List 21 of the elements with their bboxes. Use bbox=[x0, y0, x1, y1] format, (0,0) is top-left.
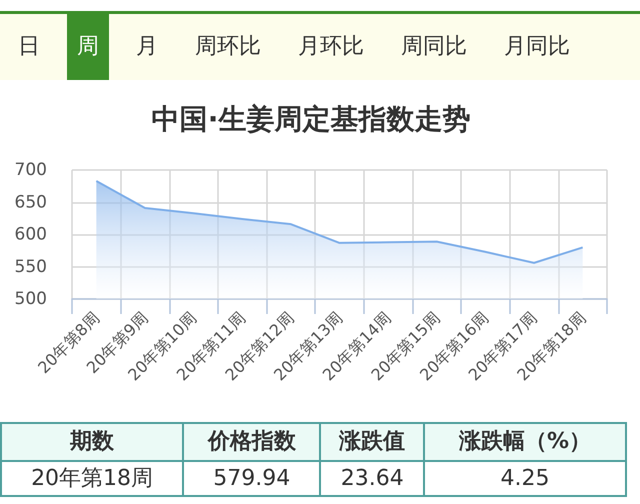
chart-title: 中国·生姜周定基指数走势 bbox=[152, 102, 470, 136]
text: 579.94 bbox=[213, 466, 290, 492]
category-label: 期数 bbox=[70, 429, 114, 455]
category-label: 月 bbox=[136, 34, 158, 60]
y-tick-label: 500 bbox=[14, 289, 47, 309]
category-label: 周 bbox=[77, 34, 99, 60]
category-label: 涨跌值 bbox=[339, 429, 406, 455]
category-label: 周环比 bbox=[195, 34, 261, 60]
y-tick-label: 600 bbox=[14, 224, 47, 244]
category-label: 月同比 bbox=[504, 34, 570, 60]
category-label: 涨跌幅（%） bbox=[458, 429, 591, 455]
category-label: 周同比 bbox=[401, 34, 467, 60]
category-label: 价格指数 bbox=[208, 429, 296, 455]
text: 23.64 bbox=[340, 466, 404, 492]
y-tick-label: 700 bbox=[14, 160, 47, 180]
category-label: 月环比 bbox=[298, 34, 364, 60]
text: 20年第18周 bbox=[31, 466, 154, 492]
y-tick-label: 550 bbox=[14, 256, 47, 277]
y-tick-label: 650 bbox=[14, 192, 47, 212]
text: 4.25 bbox=[500, 466, 550, 492]
category-label: 日 bbox=[18, 34, 40, 60]
